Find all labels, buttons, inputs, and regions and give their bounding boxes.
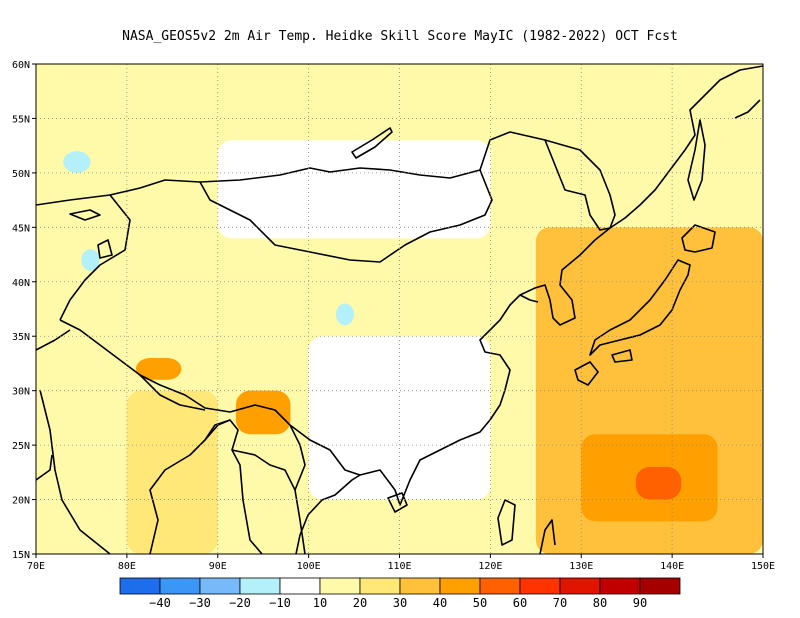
lat-tick-label: 15N [12,550,30,561]
colorbar-label: 10 [313,596,327,610]
lat-tick-label: 40N [12,278,30,289]
lat-tick-label: 60N [12,60,30,71]
skill-region [308,336,491,500]
colorbar-swatch [559,577,601,595]
colorbar-label: −30 [189,596,211,610]
lon-tick-label: 140E [660,561,684,572]
lat-tick-label: 45N [12,223,30,234]
lon-tick-label: 90E [209,561,227,572]
skill-region [63,151,91,173]
colorbar-swatch [159,577,201,595]
colorbar-label: 60 [513,596,527,610]
skill-region [235,390,291,435]
skill-region [217,140,491,239]
colorbar-label: −10 [269,596,291,610]
colorbar-swatch [279,577,321,595]
lat-tick-label: 55N [12,114,30,125]
colorbar-swatch [439,577,481,595]
lat-tick-label: 50N [12,169,30,180]
skill-region [335,303,355,326]
lon-tick-label: 80E [118,561,136,572]
chart-title: NASA_GEOS5v2 2m Air Temp. Heidke Skill S… [122,29,678,44]
colorbar-swatch [359,577,401,595]
skill-region [126,390,218,554]
skill-region [81,249,100,271]
lon-tick-label: 110E [387,561,411,572]
lat-tick-label: 30N [12,387,30,398]
lat-tick-label: 25N [12,441,30,452]
colorbar-label: −40 [149,596,171,610]
colorbar-swatch [239,577,281,595]
lat-tick-label: 20N [12,496,30,507]
lat-tick-label: 35N [12,332,30,343]
lon-tick-label: 120E [478,561,502,572]
lon-tick-label: 100E [297,561,321,572]
colorbar-label: 70 [553,596,567,610]
lon-tick-label: 130E [569,561,593,572]
colorbar-swatch [199,577,241,595]
colorbar-label: −20 [229,596,251,610]
lon-tick-label: 150E [751,561,775,572]
skill-region [635,466,682,500]
colorbar-label: 20 [353,596,367,610]
colorbar-swatch [599,577,641,595]
skill-region [135,358,182,380]
colorbar: −40 −30 −20 −10 10 20 30 40 50 60 70 80 90 [119,577,681,610]
colorbar-swatch [639,577,681,595]
colorbar-label: 90 [633,596,647,610]
colorbar-swatch [119,577,161,595]
axis-ticks: 70E 80E 90E 100E 110E 120E 130E 140E 150E 15N 20N 2… [12,60,775,572]
colorbar-swatch [399,577,441,595]
colorbar-swatch [519,577,561,595]
colorbar-label: 50 [473,596,487,610]
colorbar-label: 80 [593,596,607,610]
colorbar-swatch [319,577,361,595]
colorbar-swatch [479,577,521,595]
colorbar-label: 30 [393,596,407,610]
lon-tick-label: 70E [27,561,45,572]
colorbar-label: 40 [433,596,447,610]
